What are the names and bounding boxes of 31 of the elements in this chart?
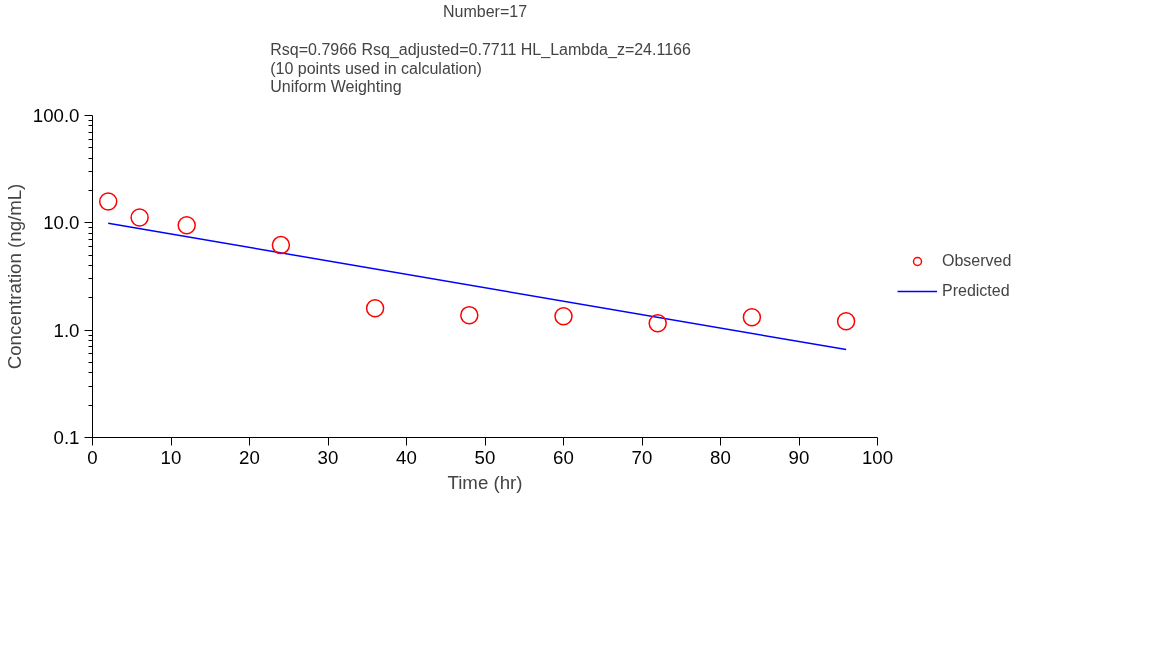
point — [130, 208, 149, 227]
point — [98, 192, 118, 211]
legend-label: Predicted — [942, 282, 1010, 300]
x-tick-label: 70 — [631, 446, 653, 468]
x-tick-label: 100 — [861, 446, 894, 468]
point — [836, 312, 856, 331]
point — [554, 306, 573, 326]
point — [365, 299, 385, 318]
x-tick-label: 40 — [396, 446, 417, 468]
point — [460, 305, 479, 325]
y-tick-label: 1.0 — [53, 319, 80, 341]
point — [177, 215, 196, 235]
x-tick-label: 30 — [317, 446, 339, 468]
point — [648, 314, 667, 333]
x-tick-label: 10 — [160, 446, 182, 468]
legend-label: Observed — [942, 252, 1012, 270]
chart-title: Number=17 — [442, 2, 528, 20]
point — [742, 307, 762, 327]
y-tick-label: 100.0 — [32, 105, 80, 126]
x-tick-label: 60 — [553, 446, 574, 468]
y-tick-label: 0.1 — [53, 427, 80, 448]
y-axis-title: Concentration (ng/mL) — [3, 183, 25, 370]
chart-subtitle: Rsq=0.7966 Rsq_adjusted=0.7711 HL_Lambda_z=24.1166 (10 points used in calculation) Uniform Weighting — [270, 41, 691, 96]
point — [271, 235, 291, 255]
x-tick-label: 90 — [788, 446, 810, 468]
x-axis-title: Time (hr) — [447, 471, 523, 493]
x-tick-label: 50 — [474, 446, 496, 468]
y-tick-label: 10.0 — [43, 212, 80, 234]
x-tick-label: 80 — [710, 446, 731, 468]
x-tick-label: 20 — [239, 446, 260, 468]
x-tick-label: 0 — [87, 446, 98, 468]
